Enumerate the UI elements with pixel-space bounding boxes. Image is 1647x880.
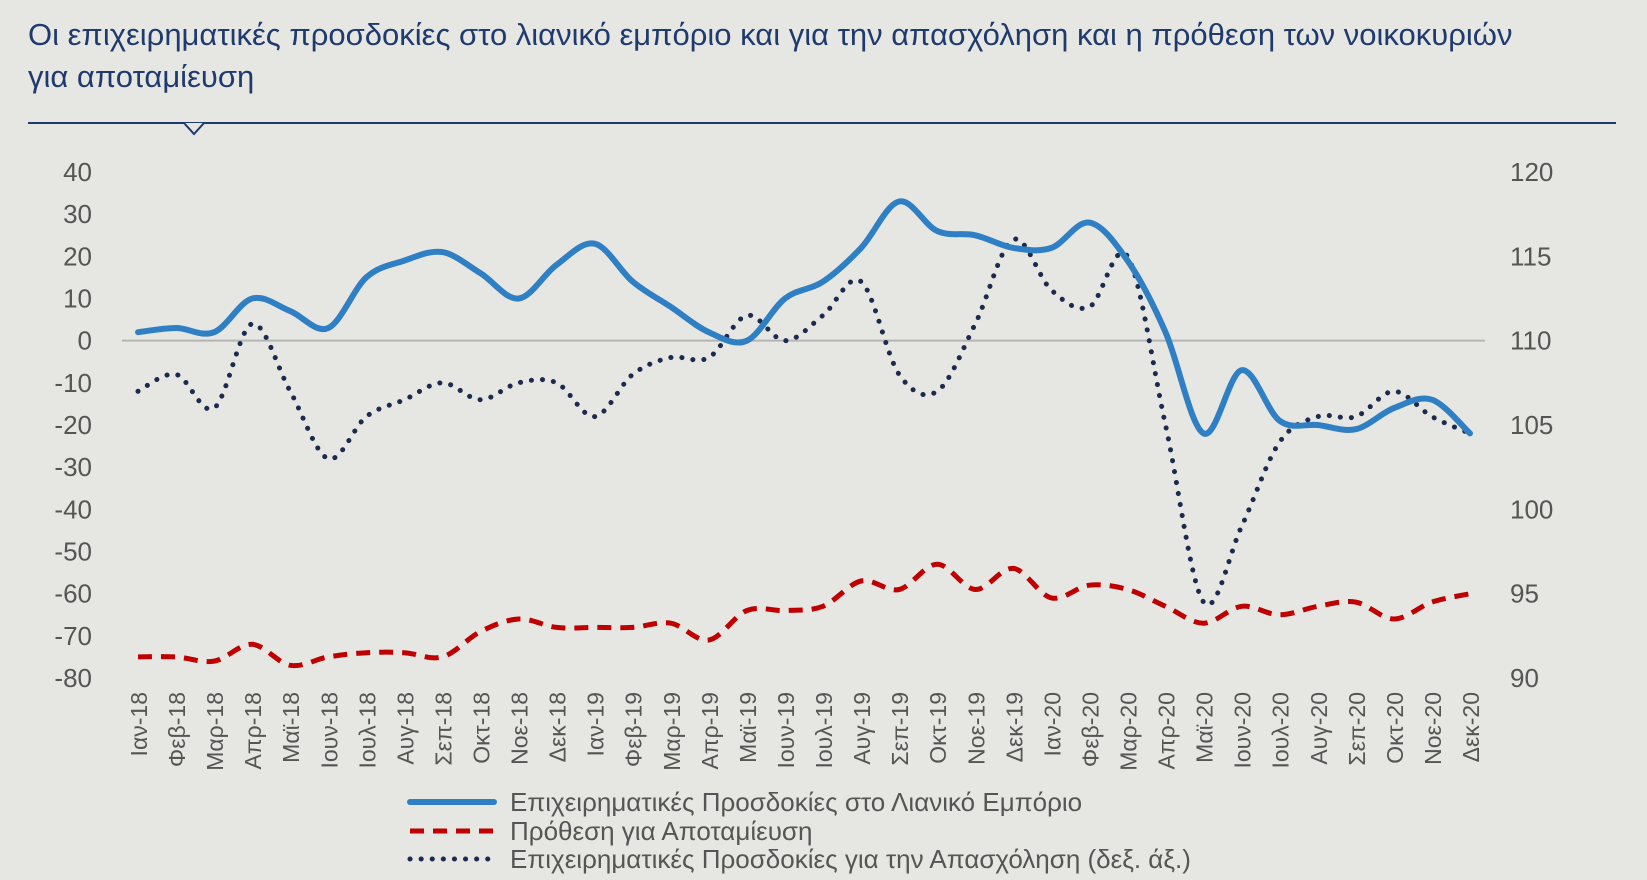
x-tick-label: Απρ-18 [240, 692, 266, 770]
legend: Επιχειρηματικές Προσδοκίες στο Λιανικό Ε… [407, 787, 1191, 874]
x-tick-label: Νοε-18 [507, 692, 533, 765]
x-tick-label: Ιαν-18 [126, 692, 152, 756]
y-left-tick-label: -60 [54, 579, 92, 609]
series-employment-expectations-line [135, 236, 1473, 608]
x-tick-label: Μαϊ-19 [735, 692, 761, 763]
x-tick-label: Ιαν-20 [1039, 692, 1065, 756]
chart-title: Οι επιχειρηματικές προσδοκίες στο λιανικ… [28, 17, 1513, 94]
title-divider-notch [183, 122, 205, 136]
x-tick-label: Οκτ-19 [925, 692, 951, 764]
y-right-tick-label: 90 [1510, 663, 1539, 693]
x-tick-label: Μαρ-19 [659, 692, 685, 771]
y-right-tick-label: 110 [1510, 326, 1551, 356]
x-tick-label: Απρ-19 [697, 692, 723, 770]
x-tick-label: Δεκ-19 [1001, 692, 1027, 762]
y-left-tick-label: 0 [78, 326, 92, 356]
x-tick-label: Ιαν-19 [583, 692, 609, 756]
x-tick-label: Ιουλ-19 [811, 692, 837, 769]
y-left-tick-label: -30 [54, 452, 92, 482]
x-tick-label: Φεβ-19 [621, 692, 647, 767]
x-tick-label: Σεπ-20 [1344, 692, 1370, 766]
x-tick-label: Ιουλ-20 [1268, 692, 1294, 769]
x-tick-label: Οκτ-20 [1382, 692, 1408, 764]
y-left-tick-label: -50 [54, 537, 92, 567]
y-right-tick-label: 95 [1510, 579, 1539, 609]
x-tick-label: Ιουλ-18 [354, 692, 380, 769]
y-left-tick-label: -20 [54, 410, 92, 440]
x-tick-label: Ιουν-18 [316, 692, 342, 769]
y-left-tick-label: 40 [63, 157, 92, 187]
y-right-tick-label: 105 [1510, 410, 1553, 440]
y-left-tick-label: -10 [54, 368, 92, 398]
x-tick-label: Αυγ-19 [849, 692, 875, 765]
x-tick-label: Σεπ-18 [430, 692, 456, 766]
y-left-tick-label: -40 [54, 494, 92, 524]
axes: 403020100-10-20-30-40-50-60-70-801201151… [54, 157, 1553, 771]
legend-label: Επιχειρηματικές Προσδοκίες στο Λιανικό Ε… [510, 787, 1082, 817]
legend-label: Πρόθεση για Αποταμίευση [510, 816, 812, 846]
x-tick-label: Νοε-19 [963, 692, 989, 765]
y-right-tick-label: 120 [1510, 157, 1553, 187]
y-left-tick-label: 30 [63, 199, 92, 229]
x-tick-label: Σεπ-19 [887, 692, 913, 766]
x-tick-label: Οκτ-18 [469, 692, 495, 764]
x-tick-label: Δεκ-20 [1458, 692, 1484, 762]
x-tick-label: Απρ-20 [1154, 692, 1180, 770]
y-left-tick-label: -80 [54, 663, 92, 693]
series-saving-intention-line [137, 561, 1471, 669]
x-tick-label: Φεβ-18 [164, 692, 190, 767]
x-tick-label: Ιουν-20 [1230, 692, 1256, 769]
x-tick-label: Αυγ-20 [1306, 692, 1332, 765]
x-tick-label: Αυγ-18 [392, 692, 418, 765]
y-right-tick-label: 115 [1510, 241, 1551, 271]
x-tick-label: Μαρ-20 [1115, 692, 1141, 771]
x-tick-label: Μαρ-18 [202, 692, 228, 771]
x-tick-label: Μαϊ-20 [1192, 692, 1218, 763]
y-left-tick-label: 10 [63, 284, 92, 314]
x-tick-label: Μαϊ-18 [278, 692, 304, 763]
y-right-tick-label: 100 [1510, 494, 1553, 524]
x-tick-label: Δεκ-18 [545, 692, 571, 762]
legend-label: Επιχειρηματικές Προσδοκίες για την Απασχ… [510, 844, 1191, 874]
series-layer [135, 198, 1473, 669]
x-tick-label: Ιουν-19 [773, 692, 799, 769]
x-tick-label: Φεβ-20 [1077, 692, 1103, 767]
y-left-tick-label: -70 [54, 621, 92, 651]
x-tick-label: Νοε-20 [1420, 692, 1446, 765]
y-left-tick-label: 20 [63, 241, 92, 271]
series-retail-expectations-line [135, 198, 1473, 437]
